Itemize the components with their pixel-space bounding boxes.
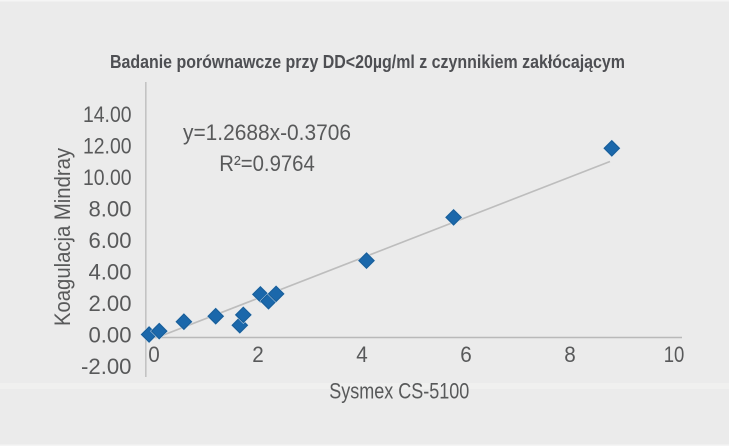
svg-text:y=1.2688x-0.3706: y=1.2688x-0.3706	[183, 120, 351, 145]
svg-text:0.00: 0.00	[89, 323, 132, 348]
svg-text:10.00: 10.00	[83, 165, 132, 190]
svg-text:Badanie porównawcze przy DD<20: Badanie porównawcze przy DD<20µg/ml z cz…	[110, 52, 625, 72]
svg-text:4: 4	[356, 342, 368, 367]
svg-text:-2.00: -2.00	[81, 354, 132, 379]
svg-text:4.00: 4.00	[89, 260, 132, 285]
svg-text:R²=0.9764: R²=0.9764	[219, 151, 314, 176]
svg-text:6.00: 6.00	[89, 228, 132, 253]
svg-text:12.00: 12.00	[83, 134, 132, 159]
svg-text:2.00: 2.00	[89, 291, 132, 316]
svg-text:Sysmex CS-5100: Sysmex CS-5100	[329, 379, 469, 404]
svg-text:2: 2	[252, 342, 264, 367]
svg-text:8.00: 8.00	[89, 197, 132, 222]
svg-text:0: 0	[148, 342, 160, 367]
svg-text:Koagulacja Mindray: Koagulacja Mindray	[50, 148, 75, 326]
svg-text:6: 6	[460, 342, 472, 367]
svg-text:8: 8	[564, 342, 576, 367]
svg-text:10: 10	[664, 342, 685, 367]
svg-text:14.00: 14.00	[83, 102, 132, 127]
